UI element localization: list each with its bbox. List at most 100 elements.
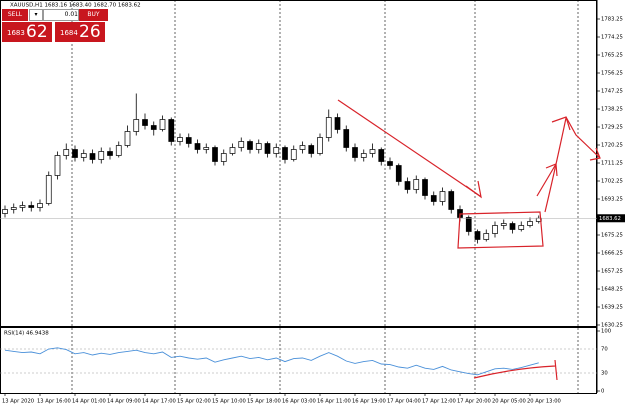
candle-body <box>465 217 472 232</box>
candle-body <box>299 145 306 150</box>
candle-body <box>142 119 148 126</box>
y-tick-label: 1720.25 <box>601 143 623 149</box>
period-separators <box>71 0 579 393</box>
candle-body <box>247 141 253 150</box>
plot-frame <box>0 0 597 327</box>
candle-body <box>63 149 70 156</box>
candle-body <box>72 149 78 158</box>
candle-body <box>2 209 8 214</box>
candle-body <box>124 131 131 146</box>
candle-body <box>28 205 35 208</box>
candle-body <box>422 179 428 196</box>
y-tick-label: 1639.25 <box>601 305 623 311</box>
y-tick-label: 1675.25 <box>601 233 623 239</box>
x-tick-label: 17 Apr 04:00 <box>387 399 421 405</box>
x-tick-label: 16 Apr 11:00 <box>317 399 351 405</box>
candle-body <box>483 233 490 240</box>
candle-body <box>387 161 393 166</box>
indicator-tick-label: 70 <box>601 347 608 353</box>
candle-body <box>203 147 210 150</box>
candle-body <box>369 149 376 154</box>
x-tick-label: 16 Apr 19:00 <box>352 399 386 405</box>
candle-body <box>378 149 385 162</box>
lot-input[interactable]: 0.01 <box>43 9 79 21</box>
candle-body <box>439 191 446 202</box>
y-tick-label: 1702.25 <box>601 179 623 185</box>
chart-header: XAUUSD,H1 1683.16 1683.40 1682.70 1683.6… <box>10 3 141 9</box>
bid-pips: 62 <box>26 22 48 42</box>
candle-body <box>115 145 122 156</box>
annotations <box>337 99 601 381</box>
x-tick-label: 20 Apr 05:00 <box>492 399 526 405</box>
candle-body <box>317 137 323 154</box>
candle-body <box>255 143 262 150</box>
indicator-frame <box>0 327 597 394</box>
ask-box[interactable]: 1684 26 <box>55 22 105 42</box>
y-tick-label: 1738.25 <box>601 107 623 113</box>
annotation-box <box>457 211 544 249</box>
y-tick-label: 1630.25 <box>601 323 623 329</box>
current-price-box <box>597 214 625 223</box>
candle-body <box>229 147 236 154</box>
candle-body <box>238 141 245 148</box>
candle-body <box>80 153 87 158</box>
y-tick-label: 1666.25 <box>601 251 623 257</box>
ask-pips: 26 <box>79 22 101 42</box>
candle-body <box>19 205 26 208</box>
candle-body <box>177 137 183 142</box>
candle-body <box>395 165 402 182</box>
annotation-arrow <box>544 116 571 213</box>
y-tick-label: 1711.25 <box>601 161 623 167</box>
candle-body <box>194 143 201 150</box>
candle-body <box>282 147 288 160</box>
candle-body <box>509 223 516 230</box>
indicator-tick-label: 0 <box>601 389 605 395</box>
x-tick-label: 15 Apr 10:00 <box>212 399 246 405</box>
candle-body <box>150 125 157 130</box>
y-tick-label: 1774.25 <box>601 35 623 41</box>
x-tick-label: 13 Apr 16:00 <box>37 399 71 405</box>
candle-body <box>474 231 481 240</box>
ask-price: 1684 <box>60 29 78 37</box>
annotation-line <box>473 359 558 381</box>
candle-body <box>404 181 411 190</box>
x-tick-label: 17 Apr 12:00 <box>422 399 456 405</box>
candle-body <box>107 151 113 156</box>
candle-body <box>37 203 43 208</box>
x-tick-label: 16 Apr 03:00 <box>282 399 316 405</box>
candle-body <box>168 119 175 142</box>
candle-body <box>492 225 498 234</box>
x-tick-label: 15 Apr 02:00 <box>177 399 211 405</box>
candle-body <box>334 117 341 130</box>
candle-body <box>413 179 420 190</box>
candle-body <box>290 149 297 160</box>
annotation-arrowhead <box>465 180 482 199</box>
x-tick-label: 17 Apr 20:00 <box>457 399 491 405</box>
indicator-title: RSI(14) 46.9438 <box>4 331 49 337</box>
x-tick-label: 14 Apr 01:00 <box>72 399 106 405</box>
candle-body <box>89 153 96 160</box>
y-tick-label: 1693.25 <box>601 197 623 203</box>
candle-body <box>10 207 17 210</box>
x-tick-label: 14 Apr 09:00 <box>107 399 141 405</box>
candle-body <box>527 221 533 226</box>
rsi-line <box>4 347 539 376</box>
buy-button[interactable]: BUY <box>79 9 108 21</box>
y-tick-label: 1783.25 <box>601 17 623 23</box>
candle-body <box>500 223 507 226</box>
candle-body <box>264 143 271 154</box>
candle-body <box>54 155 61 176</box>
candle-body <box>360 153 367 158</box>
candle-body <box>159 119 166 130</box>
annotation-arrow <box>337 99 481 197</box>
x-tick-label: 14 Apr 17:00 <box>142 399 176 405</box>
candle-body <box>308 145 315 154</box>
sell-button[interactable]: SELL <box>2 9 28 21</box>
lot-down[interactable]: ▾ <box>29 9 43 21</box>
y-tick-label: 1765.25 <box>601 53 623 59</box>
x-tick-label: 15 Apr 18:00 <box>247 399 281 405</box>
bid-box[interactable]: 1683 62 <box>2 22 52 42</box>
candle-body <box>343 129 350 148</box>
candle-body <box>518 225 525 230</box>
